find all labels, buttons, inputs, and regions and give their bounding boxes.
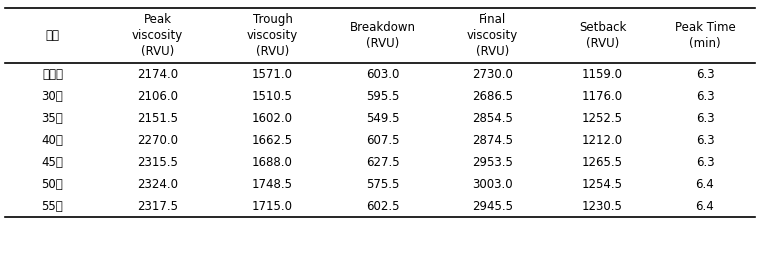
Text: 1715.0: 1715.0	[252, 199, 293, 212]
Text: 1254.5: 1254.5	[582, 177, 623, 191]
Text: 2854.5: 2854.5	[472, 112, 513, 125]
Text: 6.3: 6.3	[696, 112, 714, 125]
Text: 35일: 35일	[41, 112, 63, 125]
Text: Setback
(RVU): Setback (RVU)	[579, 21, 626, 50]
Text: 2317.5: 2317.5	[137, 199, 178, 212]
Text: 6.3: 6.3	[696, 133, 714, 147]
Text: 2686.5: 2686.5	[472, 90, 513, 103]
Text: 1602.0: 1602.0	[252, 112, 293, 125]
Text: 595.5: 595.5	[366, 90, 399, 103]
Text: Peak
viscosity
(RVU): Peak viscosity (RVU)	[132, 13, 183, 58]
Text: 무처리: 무처리	[42, 68, 63, 81]
Text: 6.4: 6.4	[696, 177, 714, 191]
Text: 1748.5: 1748.5	[252, 177, 293, 191]
Text: 627.5: 627.5	[366, 155, 399, 169]
Text: 3003.0: 3003.0	[472, 177, 512, 191]
Text: 50일: 50일	[41, 177, 63, 191]
Text: Peak Time
(min): Peak Time (min)	[675, 21, 736, 50]
Text: 1510.5: 1510.5	[252, 90, 293, 103]
Text: 603.0: 603.0	[366, 68, 399, 81]
Text: Breakdown
(RVU): Breakdown (RVU)	[349, 21, 416, 50]
Text: 6.3: 6.3	[696, 90, 714, 103]
Text: 처리: 처리	[45, 29, 59, 42]
Text: 2315.5: 2315.5	[137, 155, 178, 169]
Text: Final
viscosity
(RVU): Final viscosity (RVU)	[467, 13, 518, 58]
Text: 602.5: 602.5	[366, 199, 399, 212]
Text: 2945.5: 2945.5	[472, 199, 513, 212]
Text: 1159.0: 1159.0	[582, 68, 623, 81]
Text: 1571.0: 1571.0	[252, 68, 293, 81]
Text: 1662.5: 1662.5	[252, 133, 293, 147]
Text: 30일: 30일	[41, 90, 63, 103]
Text: 2174.0: 2174.0	[137, 68, 178, 81]
Text: 1252.5: 1252.5	[582, 112, 623, 125]
Text: 6.4: 6.4	[696, 199, 714, 212]
Text: 45일: 45일	[41, 155, 63, 169]
Text: 6.3: 6.3	[696, 68, 714, 81]
Text: 2730.0: 2730.0	[472, 68, 513, 81]
Text: 1212.0: 1212.0	[582, 133, 623, 147]
Text: 2270.0: 2270.0	[137, 133, 178, 147]
Text: 40일: 40일	[41, 133, 63, 147]
Text: 607.5: 607.5	[366, 133, 399, 147]
Text: 2106.0: 2106.0	[137, 90, 178, 103]
Text: 1230.5: 1230.5	[582, 199, 623, 212]
Text: 2151.5: 2151.5	[137, 112, 178, 125]
Text: 1265.5: 1265.5	[582, 155, 623, 169]
Text: 549.5: 549.5	[366, 112, 399, 125]
Text: 55일: 55일	[41, 199, 63, 212]
Text: 2874.5: 2874.5	[472, 133, 513, 147]
Text: 6.3: 6.3	[696, 155, 714, 169]
Text: 1688.0: 1688.0	[252, 155, 293, 169]
Text: 2953.5: 2953.5	[472, 155, 513, 169]
Text: 1176.0: 1176.0	[582, 90, 623, 103]
Text: Trough
viscosity
(RVU): Trough viscosity (RVU)	[247, 13, 298, 58]
Text: 575.5: 575.5	[366, 177, 399, 191]
Text: 2324.0: 2324.0	[137, 177, 178, 191]
